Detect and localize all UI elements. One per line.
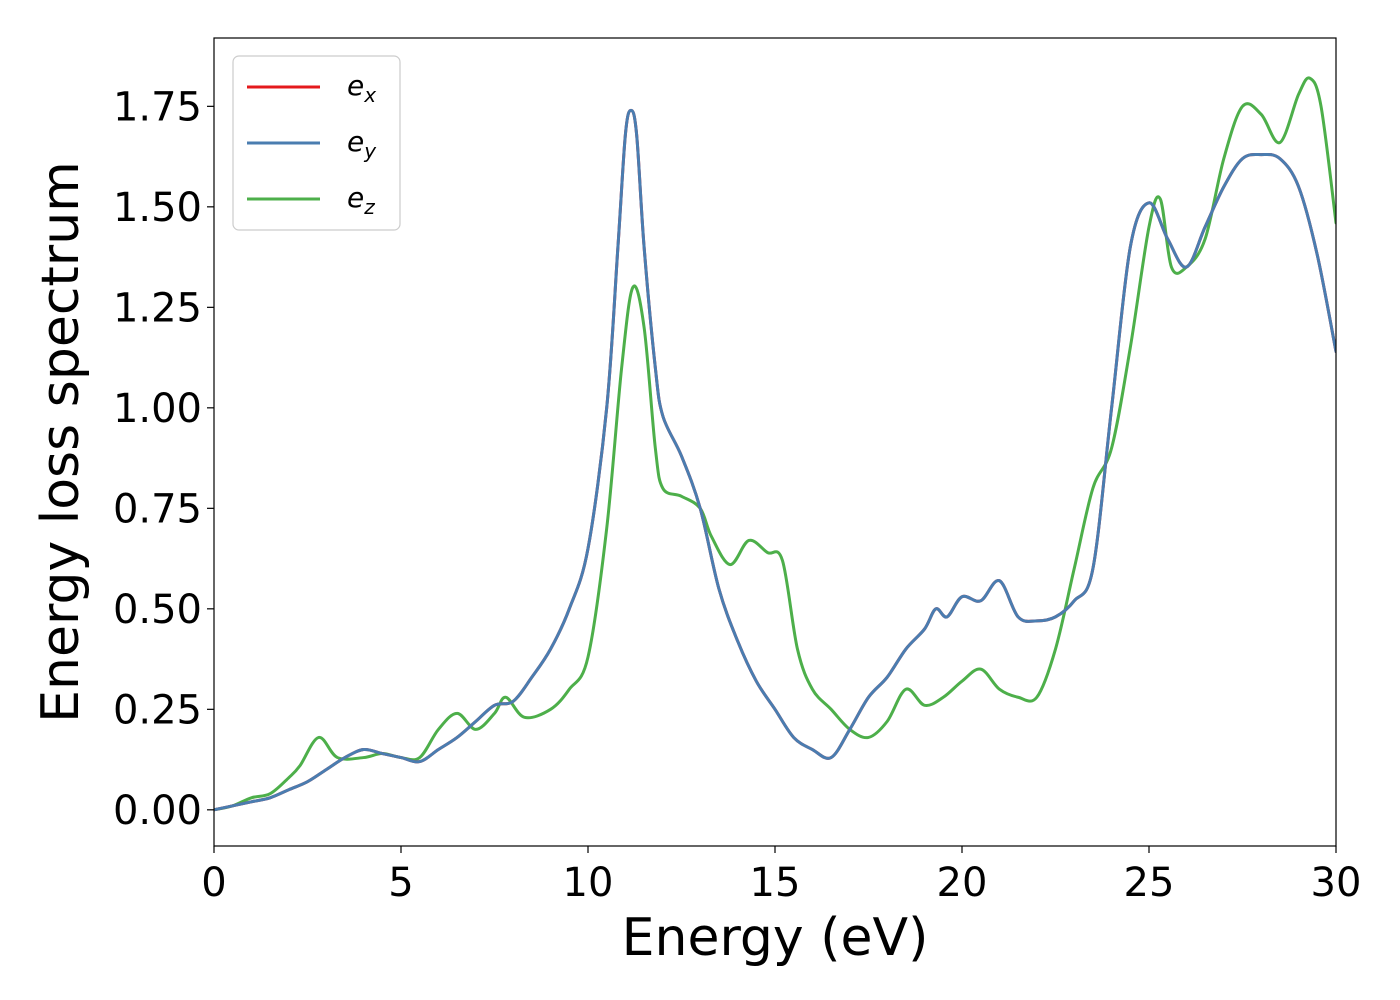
y-tick-label: 1.75 <box>113 84 202 130</box>
x-tick-label: 10 <box>563 860 614 906</box>
x-tick-label: 0 <box>201 860 226 906</box>
y-tick-label: 1.25 <box>113 285 202 331</box>
y-tick-label: 0.25 <box>113 687 202 733</box>
series-line-z <box>214 76 1336 812</box>
x-axis-ticks: 0 5 10 15 20 25 30 <box>201 846 1361 906</box>
x-tick-label: 5 <box>388 860 413 906</box>
x-tick-label: 20 <box>937 860 988 906</box>
series-line-y <box>214 108 1336 812</box>
legend-label-y: ey <box>347 125 377 163</box>
y-axis-ticks: 0.00 0.25 0.50 0.75 1.00 1.25 1.50 1.75 <box>113 84 214 834</box>
x-tick-label: 25 <box>1124 860 1175 906</box>
x-tick-label: 15 <box>750 860 801 906</box>
legend-label-z: ez <box>347 181 375 219</box>
y-tick-label: 0.50 <box>113 587 202 633</box>
legend: ex ey ez <box>232 55 401 231</box>
y-tick-label: 0.00 <box>113 788 202 834</box>
x-axis-title: Energy (eV) <box>622 908 929 968</box>
y-tick-label: 1.50 <box>113 185 202 231</box>
series-lines <box>214 76 1336 812</box>
y-tick-label: 1.00 <box>113 386 202 432</box>
y-axis-title: Energy loss spectrum <box>31 161 91 723</box>
legend-label-x: ex <box>347 69 376 107</box>
y-tick-label: 0.75 <box>113 486 202 532</box>
x-tick-label: 30 <box>1311 860 1362 906</box>
